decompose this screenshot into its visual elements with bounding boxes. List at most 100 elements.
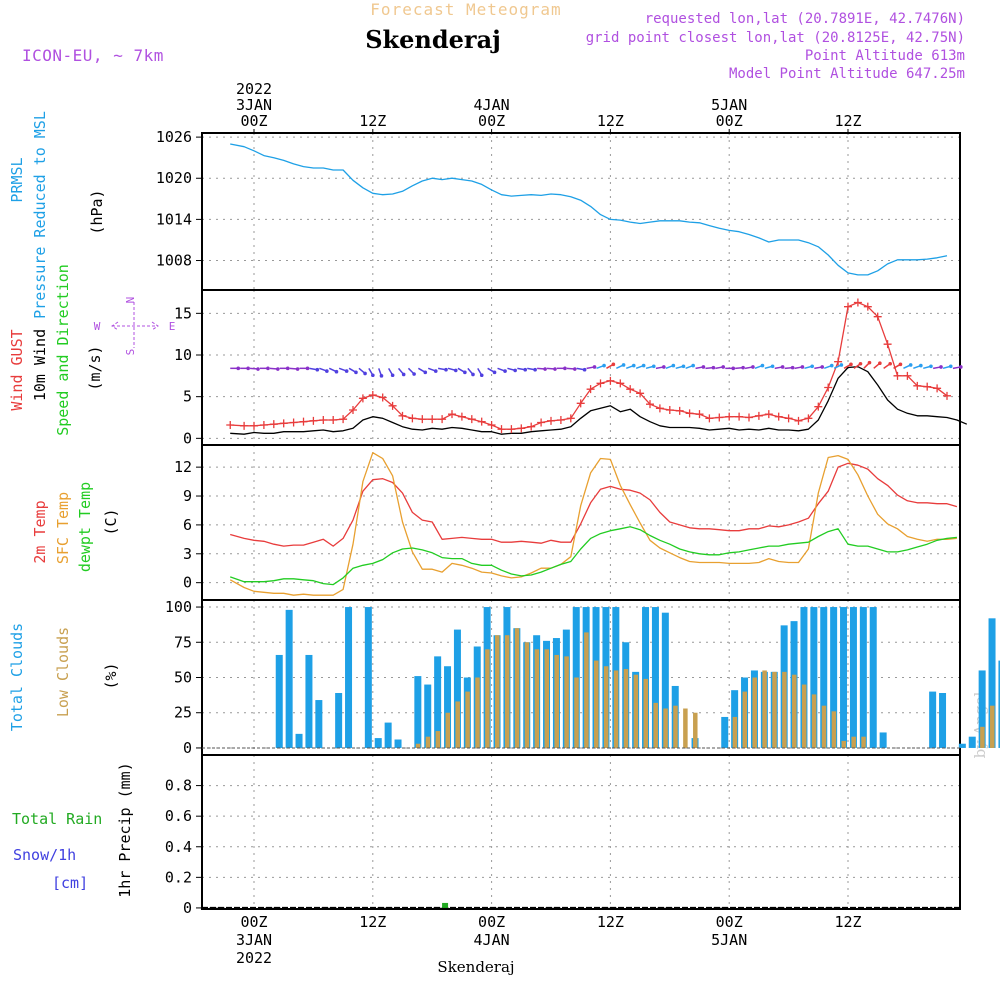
- gust-marker: [765, 410, 773, 418]
- wind-arrow-head: [939, 365, 943, 369]
- wind-arrow-head: [286, 367, 290, 371]
- pressure-label: PRMSL: [8, 157, 26, 202]
- pressure-label-2: Pressure Reduced to MSL: [31, 111, 49, 319]
- bar-low-cloud: [604, 666, 609, 748]
- bar-low-cloud: [832, 711, 837, 748]
- gust-marker: [448, 410, 456, 418]
- wind-label: 10m Wind: [31, 329, 49, 401]
- y-tick-label: 25: [174, 704, 192, 722]
- wind-arrow-head: [335, 370, 339, 374]
- wind-arrow-head: [423, 371, 427, 375]
- bar-low-cloud: [495, 635, 500, 748]
- dewpoint-label: dewpt Temp: [76, 482, 94, 572]
- wind-arrow-head: [761, 364, 765, 368]
- wind-arrow-head: [682, 364, 686, 368]
- top-time-label: 00Z: [240, 112, 267, 130]
- gridpoint-coords: grid point closest lon,lat (20.8125E, 42…: [586, 30, 965, 46]
- compass-e: E: [169, 320, 176, 333]
- bottom-time-label: 4JAN: [474, 931, 510, 949]
- bar-low-cloud: [802, 685, 807, 748]
- product-title: Forecast Meteogram: [370, 0, 561, 19]
- panel-precip: 00.20.40.60.8: [165, 755, 960, 917]
- bar-total-cloud: [870, 607, 877, 748]
- compass-n: N: [124, 297, 137, 304]
- wind-arrow-head: [583, 368, 587, 372]
- top-time-label: 00Z: [716, 112, 743, 130]
- wind-arrow-head: [888, 362, 892, 366]
- gust-marker: [488, 421, 496, 429]
- bar-low-cloud: [545, 649, 550, 748]
- bar-low-cloud: [733, 717, 738, 748]
- y-tick-label: 0.6: [165, 807, 192, 825]
- bar-low-cloud: [653, 703, 658, 748]
- series-10m-wind: [230, 367, 967, 435]
- wind-arrow-head: [672, 364, 676, 368]
- y-tick-label: 1008: [156, 252, 192, 270]
- bar-total-cloud: [365, 607, 372, 748]
- wind-arrow-head: [256, 367, 260, 371]
- y-tick-label: 5: [183, 388, 192, 406]
- gust-marker: [656, 404, 664, 412]
- gust-marker: [923, 383, 931, 391]
- bar-low-cloud: [485, 649, 490, 748]
- wind-arrow-head: [959, 365, 963, 369]
- bar-low-cloud: [614, 670, 619, 748]
- bar-low-cloud: [564, 656, 569, 748]
- gust-marker: [567, 414, 575, 422]
- gust-marker: [785, 414, 793, 422]
- bar-low-cloud: [475, 678, 480, 748]
- panel-frame-precip: [202, 755, 960, 909]
- wind-arrow-head: [563, 367, 567, 371]
- gust-marker: [577, 399, 585, 407]
- bar-total-cloud: [860, 607, 867, 748]
- gust-marker: [676, 407, 684, 415]
- bar-total-cloud: [721, 717, 728, 748]
- wind-arrow-head: [612, 363, 616, 367]
- y-tick-label: 1020: [156, 169, 192, 187]
- y-tick-label: 100: [165, 598, 192, 616]
- bar-low-cloud: [812, 694, 817, 748]
- precip-bar: [442, 903, 448, 908]
- gust-marker: [438, 415, 446, 423]
- gust-marker: [507, 425, 515, 433]
- wind-arrow-head: [371, 373, 375, 377]
- bar-total-cloud: [850, 607, 857, 748]
- top-time-label: 00Z: [478, 112, 505, 130]
- wind-arrow-head: [276, 367, 280, 371]
- wind-arrow-head: [840, 363, 844, 367]
- bottom-time-label: 12Z: [359, 913, 386, 931]
- wind-arrow-head: [480, 373, 484, 377]
- bar-low-cloud: [772, 672, 777, 748]
- gust-marker: [745, 414, 753, 422]
- bar-total-cloud: [395, 740, 402, 748]
- y-tick-label: 1026: [156, 128, 192, 146]
- y-tick-label: 0: [183, 429, 192, 447]
- gust-marker: [696, 410, 704, 418]
- y-tick-label: 1014: [156, 210, 192, 228]
- bar-low-cloud: [861, 737, 866, 748]
- wind-arrow-head: [543, 367, 547, 371]
- gust-marker: [329, 416, 337, 424]
- bar-low-cloud: [554, 655, 559, 748]
- gust-marker: [844, 303, 852, 311]
- wind-unit: (m/s): [86, 345, 104, 390]
- gust-marker: [478, 418, 486, 426]
- wind-arrow-head: [721, 365, 725, 369]
- bar-low-cloud: [584, 632, 589, 748]
- top-time-label: 12Z: [359, 112, 386, 130]
- point-altitude: Point Altitude 613m: [805, 48, 965, 64]
- gust-marker: [408, 414, 416, 422]
- wind-arrow-head: [859, 362, 863, 366]
- wind-arrow-head: [791, 366, 795, 370]
- bar-low-cloud: [743, 692, 748, 748]
- wind-arrow-head: [849, 363, 853, 367]
- wind-arrow-head: [503, 369, 507, 373]
- y-tick-label: 0.2: [165, 868, 192, 886]
- bar-low-cloud: [505, 635, 510, 748]
- gust-marker: [226, 421, 234, 429]
- panel-frame-pressure: [202, 133, 960, 290]
- gust-marker: [290, 419, 298, 427]
- bar-low-cloud: [980, 727, 985, 748]
- gust-marker: [755, 412, 763, 420]
